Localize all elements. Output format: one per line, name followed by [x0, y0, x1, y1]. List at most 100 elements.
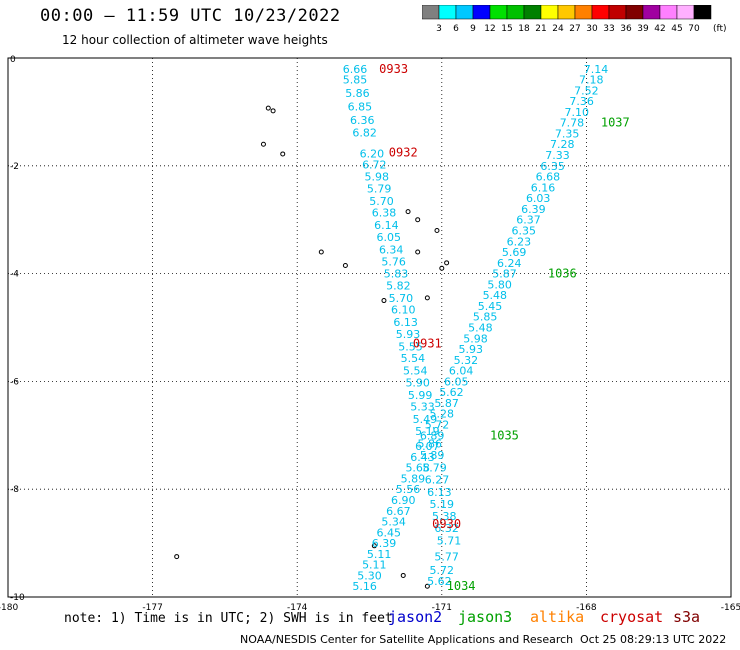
legend-jason2: jason2 [388, 608, 443, 626]
swh-value: 6.37 [516, 214, 541, 227]
swh-value: 5.98 [463, 332, 488, 345]
swh-value: 5.62 [427, 575, 452, 588]
island-outline [270, 108, 276, 114]
island-outline [260, 141, 266, 147]
swh-value: 5.33 [410, 401, 435, 414]
wave-height-colorbar: 3 6 9 12 15 18 21 24 27 30 33 36 39 42 45 70 (ft) [422, 5, 727, 34]
swh-value: 5.71 [437, 534, 462, 547]
swh-value: 5.54 [401, 352, 426, 365]
swh-value: 5.82 [386, 279, 411, 292]
swh-value: 6.67 [386, 505, 411, 518]
y-tick-label: -2 [10, 162, 19, 172]
island-outline [405, 209, 411, 215]
colorbar-label: 42 [654, 24, 665, 34]
y-tick-label: 0 [10, 55, 16, 65]
swh-value: 7.36 [569, 95, 594, 108]
swh-value: 6.20 [360, 147, 385, 160]
swh-value: 5.89 [401, 472, 426, 485]
swh-value: 5.34 [381, 516, 406, 529]
time-label: 0933 [379, 62, 408, 76]
island-outline [424, 295, 430, 301]
x-tick-label: -180 [0, 603, 18, 610]
credit-text: NOAA/NESDIS Center for Satellite Applica… [240, 633, 574, 646]
island-outline [342, 263, 348, 269]
swh-value: 5.28 [430, 408, 455, 421]
island-outline [318, 249, 324, 255]
colorbar-swatch [693, 5, 712, 20]
swh-value: 7.18 [579, 74, 604, 87]
legend-altika: altika [530, 608, 585, 626]
swh-value: 5.48 [468, 322, 493, 335]
generated-timestamp: Oct 25 08:29:13 UTC 2022 [580, 633, 727, 646]
colorbar-label: 27 [569, 24, 580, 34]
swh-value: 5.32 [454, 354, 479, 367]
y-tick-label: -10 [10, 593, 25, 603]
island-outline [371, 543, 377, 549]
x-tick-label: -165 [721, 603, 740, 610]
x-tick-label: -171 [432, 603, 452, 610]
time-label: 1035 [490, 428, 519, 442]
page-title: 00:00 – 11:59 UTC 10/23/2022 [40, 6, 341, 26]
swh-value: 6.34 [379, 243, 404, 256]
colorbar-label: 36 [620, 24, 632, 34]
swh-value: 5.86 [418, 437, 443, 450]
colorbar-label: 24 [552, 24, 564, 34]
track-cryosat: 6.665.855.866.856.366.826.206.725.985.79… [343, 62, 461, 588]
swh-value: 5.80 [487, 278, 512, 291]
altimeter-map: -180 -177 -174 -171 -168 -165 0 -2 -4 -6 -8 -10 6.66… [0, 55, 740, 610]
y-tick-label: -8 [10, 485, 19, 495]
swh-value: 5.56 [396, 483, 421, 496]
island-outline [424, 583, 430, 589]
time-label: 1036 [548, 267, 577, 281]
swh-value: 7.28 [550, 138, 575, 151]
swh-value: 5.19 [415, 425, 440, 438]
swh-value: 6.07 [415, 440, 440, 453]
swh-value: 5.87 [434, 397, 459, 410]
swh-value: 5.90 [405, 376, 430, 389]
swh-value: 6.66 [343, 63, 368, 76]
island-outline [415, 249, 421, 255]
swh-value: 6.10 [391, 304, 416, 317]
swh-value: 6.82 [352, 126, 377, 139]
swh-value: 5.87 [492, 268, 517, 281]
swh-value: 6.05 [444, 375, 469, 388]
swh-value: 7.33 [545, 149, 570, 162]
swh-value: 5.49 [413, 413, 438, 426]
swh-value: 6.38 [372, 207, 397, 220]
swh-value: 6.27 [425, 473, 450, 486]
swh-value: 5.72 [425, 419, 450, 432]
swh-value: 6.90 [391, 494, 416, 507]
map-frame [7, 57, 732, 598]
swh-value: 6.23 [507, 235, 532, 248]
swh-value: 6.68 [536, 171, 561, 184]
island-outline [265, 105, 271, 111]
colorbar-label: 45 [671, 24, 682, 34]
swh-value: 5.16 [352, 580, 377, 593]
legend-s3a: s3a [673, 608, 701, 626]
swh-value: 6.24 [497, 257, 522, 270]
colorbar-label: 70 [688, 24, 700, 34]
swh-value: 6.35 [540, 160, 565, 173]
island-outline [444, 260, 450, 266]
swh-value: 5.85 [343, 74, 368, 87]
swh-value: 5.99 [408, 389, 433, 402]
swh-value: 6.16 [531, 181, 556, 194]
y-tick-label: -4 [10, 270, 19, 280]
swh-value: 6.36 [350, 114, 375, 127]
swh-value: 5.72 [430, 564, 455, 577]
swh-value: 6.89 [420, 429, 445, 442]
y-tick-label: -6 [10, 377, 19, 387]
swh-value: 7.52 [574, 84, 599, 97]
swh-value: 5.11 [367, 548, 392, 561]
swh-value: 7.35 [555, 127, 580, 140]
colorbar-label: 18 [518, 24, 530, 34]
swh-value: 5.19 [430, 498, 455, 511]
time-label: 0930 [432, 517, 461, 531]
swh-value: 5.77 [434, 551, 459, 564]
island-outline [174, 554, 180, 560]
colorbar-label: 9 [470, 24, 476, 34]
time-label: 0931 [413, 337, 442, 351]
page-subtitle: 12 hour collection of altimeter wave hei… [62, 33, 328, 47]
swh-value: 6.43 [410, 451, 435, 464]
swh-value: 5.55 [398, 340, 423, 353]
